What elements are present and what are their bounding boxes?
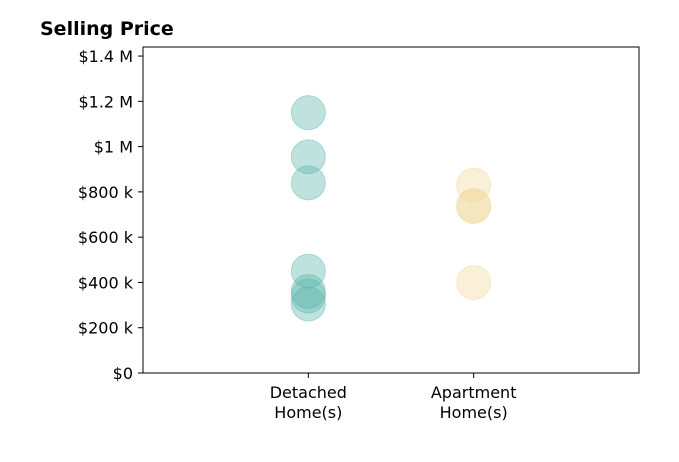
data-points [290, 95, 492, 322]
data-point [456, 264, 492, 300]
y-axis: $0 $200 k $400 k $600 k $800 k $1 M $1.2 M $1.4… [78, 47, 143, 383]
data-point [290, 286, 326, 322]
data-point [456, 189, 492, 225]
x-tick-label: Detached Home(s) [270, 383, 347, 422]
x-tick-label-line: Apartment [431, 383, 517, 402]
data-point [290, 95, 326, 131]
x-tick-label-line: Home(s) [274, 403, 342, 422]
data-point [456, 187, 492, 223]
y-tick-label: $400 k [78, 273, 134, 292]
chart-title: Selling Price [40, 18, 174, 40]
y-tick-label: $1 M [94, 138, 133, 157]
data-point [290, 274, 326, 309]
data-point [290, 253, 326, 289]
plot-frame [142, 46, 640, 374]
x-tick-label-line: Home(s) [440, 403, 508, 422]
x-axis: Detached Home(s)Apartment Home(s) [270, 373, 517, 422]
y-tick-label: $0 [113, 364, 133, 383]
y-tick-label: $800 k [78, 183, 134, 202]
data-point [290, 139, 326, 175]
data-point [290, 165, 326, 201]
y-tick-label: $200 k [78, 319, 134, 338]
x-tick-label-line: Detached [270, 383, 347, 402]
x-tick-label: Apartment Home(s) [431, 383, 517, 422]
y-tick-label: $1.4 M [78, 47, 133, 66]
data-point [456, 167, 492, 203]
y-tick-label: $600 k [78, 228, 134, 247]
y-tick-label: $1.2 M [78, 92, 133, 111]
data-point [290, 278, 326, 314]
